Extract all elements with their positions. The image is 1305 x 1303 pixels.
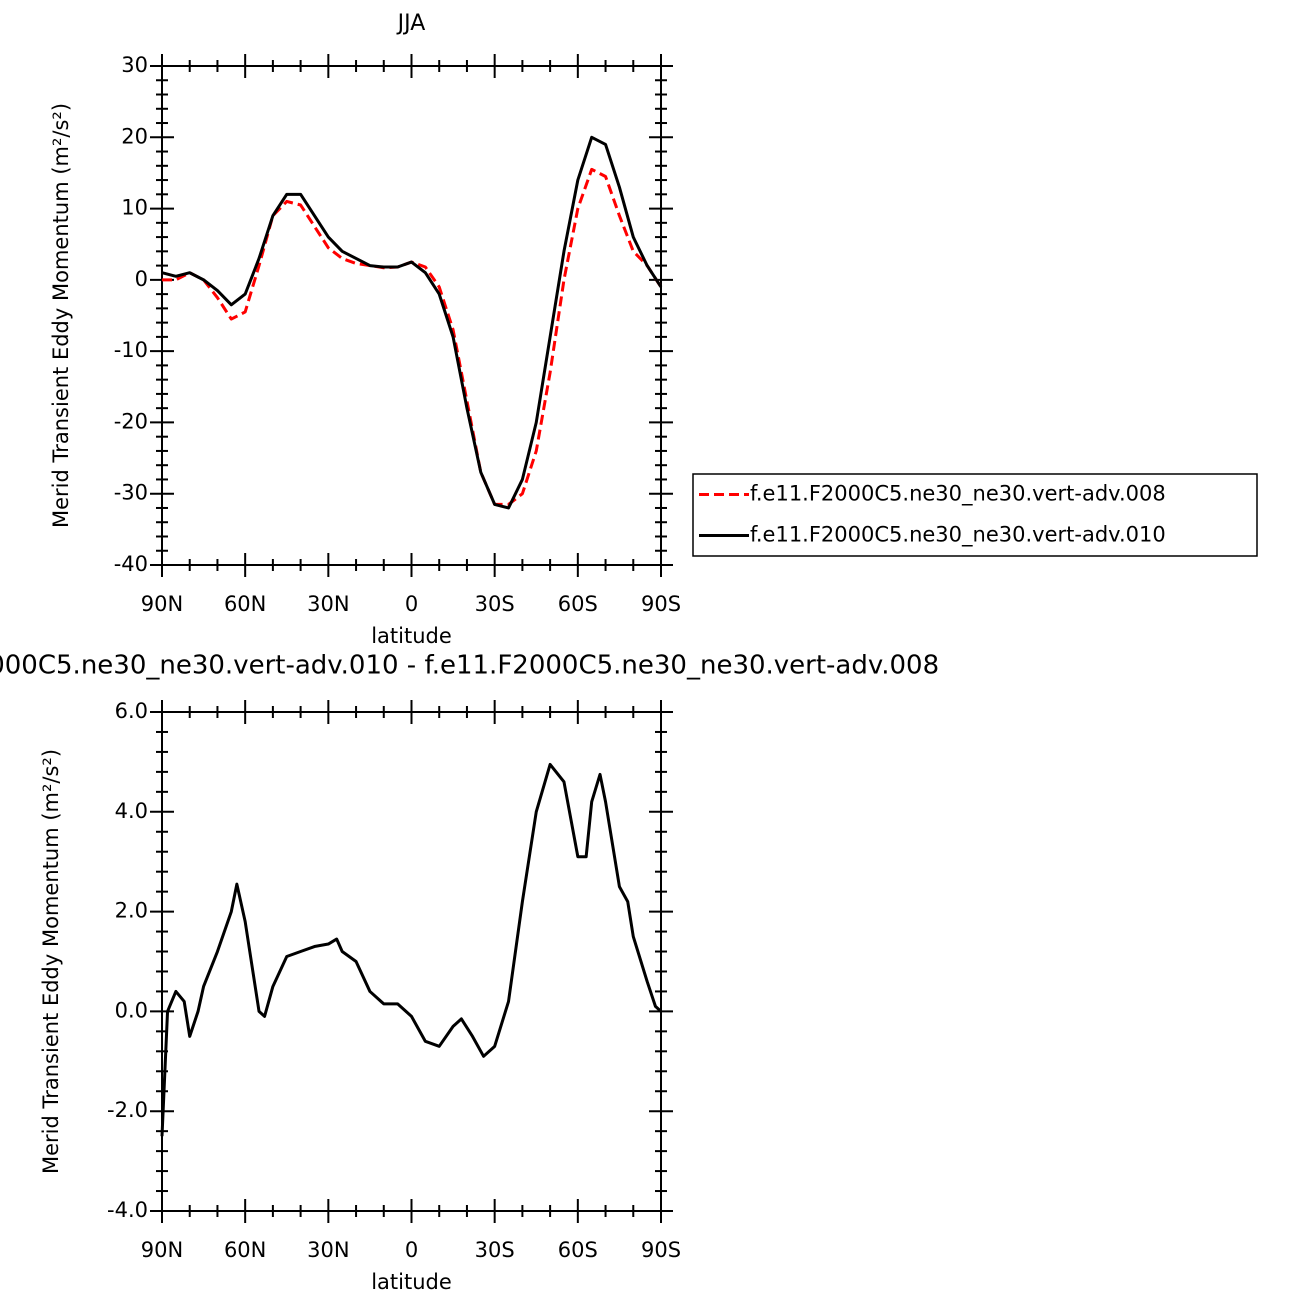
- chart-title: f.e11.F2000C5.ne30_ne30.vert-adv.010 - f…: [0, 651, 939, 681]
- y-tick-label: -2.0: [107, 1098, 148, 1122]
- x-tick-label: 0: [405, 592, 418, 616]
- y-tick-label: 20: [121, 124, 148, 148]
- y-tick-label: 2.0: [115, 899, 148, 923]
- y-tick-label: 30: [121, 53, 148, 77]
- x-axis-label: latitude: [371, 1270, 452, 1294]
- y-tick-label: -30: [114, 481, 148, 505]
- legend-label: f.e11.F2000C5.ne30_ne30.vert-adv.008: [750, 482, 1166, 507]
- data-line: [161, 135, 663, 510]
- chart-title: JJA: [396, 11, 426, 36]
- y-tick-label: 4.0: [115, 799, 148, 823]
- plot-frame: [161, 711, 662, 1212]
- x-tick-label: 60N: [224, 1238, 266, 1262]
- y-tick-label: -10: [114, 338, 148, 362]
- y-tick-label: 0.0: [115, 998, 148, 1022]
- x-tick-label: 60N: [224, 592, 266, 616]
- y-tick-label: 6.0: [115, 699, 148, 723]
- x-tick-label: 60S: [558, 592, 598, 616]
- x-tick-label: 90N: [141, 1238, 183, 1262]
- x-tick-label: 90S: [641, 592, 681, 616]
- x-tick-label: 30N: [307, 592, 349, 616]
- x-tick-label: 30N: [307, 1238, 349, 1262]
- x-tick-label: 60S: [558, 1238, 598, 1262]
- x-tick-label: 0: [405, 1238, 418, 1262]
- legend-label: f.e11.F2000C5.ne30_ne30.vert-adv.010: [750, 523, 1166, 548]
- x-tick-label: 90S: [641, 1238, 681, 1262]
- legend-box: [692, 473, 1258, 557]
- y-axis-label: Merid Transient Eddy Momentum (m²/s²): [39, 749, 63, 1174]
- x-tick-label: 30S: [475, 592, 515, 616]
- data-line: [160, 762, 663, 1137]
- x-axis-label: latitude: [371, 624, 452, 648]
- y-tick-label: -20: [114, 409, 148, 433]
- data-line: [162, 167, 663, 506]
- y-axis-label: Merid Transient Eddy Momentum (m²/s²): [49, 103, 73, 528]
- x-tick-label: 30S: [475, 1238, 515, 1262]
- y-tick-label: -40: [114, 552, 148, 576]
- y-tick-label: 0: [135, 267, 148, 291]
- y-tick-label: -4.0: [107, 1198, 148, 1222]
- x-tick-label: 90N: [141, 592, 183, 616]
- y-tick-label: 10: [121, 196, 148, 220]
- plot-frame: [161, 65, 662, 566]
